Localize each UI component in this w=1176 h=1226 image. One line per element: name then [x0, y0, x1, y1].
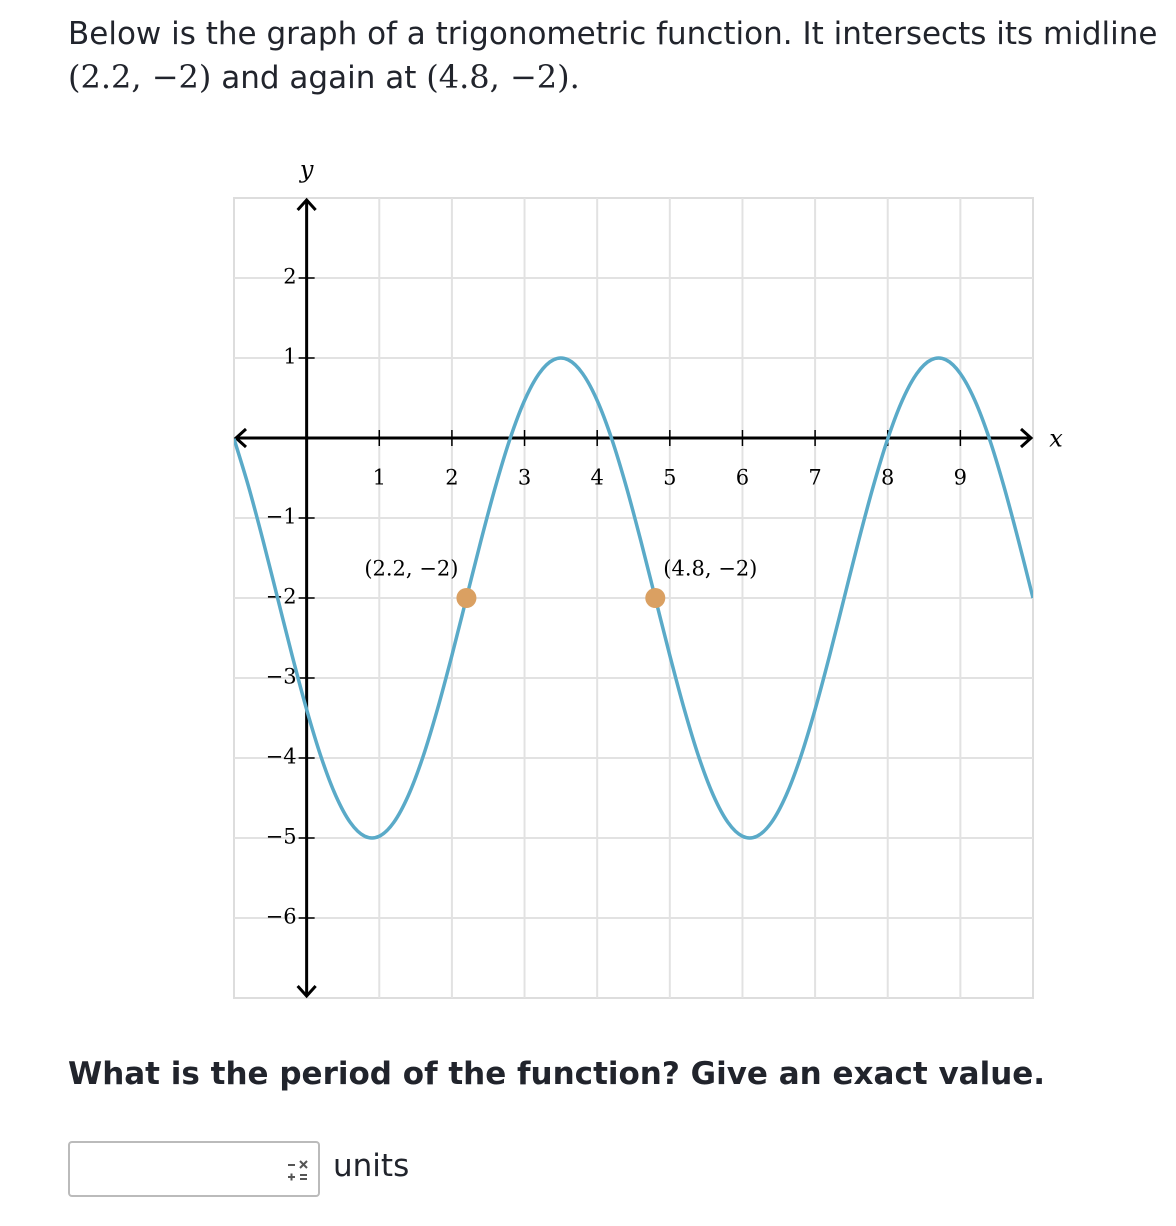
arrow	[296, 984, 317, 999]
x-tick-label: 2	[445, 466, 458, 490]
answer-input[interactable]	[68, 1141, 320, 1197]
y-tick-label: −5	[266, 825, 297, 849]
prompt-text: Below is the graph of a trigonometric fu…	[68, 16, 1158, 52]
x-tick-label: 9	[954, 466, 967, 490]
chart: 1 2 3 4 5 6 7 8 9 2 1 −1 −2 −3 −4 −5 −6 x y (2.2, −2) (4.8, …	[233, 156, 1063, 999]
x-axis-label: x	[1049, 425, 1063, 453]
x-tick-label: 3	[518, 466, 531, 490]
point-label: (2.2, −2)	[364, 557, 458, 581]
x-tick-label: 6	[736, 466, 749, 490]
math-icon[interactable]	[284, 1159, 312, 1183]
arrow	[233, 427, 248, 449]
point-a: (2.2, −2)	[68, 58, 212, 96]
y-tick-label: −6	[266, 905, 297, 929]
y-tick-label: −2	[266, 585, 297, 609]
y-tick-label: 2	[283, 265, 296, 289]
curve	[234, 356, 1033, 840]
x-tick-label: 8	[881, 466, 894, 490]
point	[456, 588, 477, 608]
y-tick-label: −1	[266, 505, 297, 529]
arrow	[296, 197, 317, 212]
question: What is the period of the function? Give…	[68, 1056, 1046, 1092]
point	[645, 588, 666, 608]
prompt-line: (2.2, −2) and again at (4.8, −2).	[68, 58, 580, 96]
x-tick-label: 4	[590, 466, 603, 490]
prompt-end: .	[569, 58, 580, 96]
prompt-middle: and again at	[221, 60, 417, 96]
y-tick-label: −3	[266, 665, 297, 689]
point-label: (4.8, −2)	[663, 557, 757, 581]
x-tick-label: 5	[663, 466, 676, 490]
point-b: (4.8, −2)	[426, 58, 570, 96]
y-tick-label: 1	[283, 345, 296, 369]
x-tick-label: 7	[808, 466, 821, 490]
unit-label: units	[333, 1148, 410, 1184]
arrow	[1019, 427, 1034, 449]
x-tick-label: 1	[373, 466, 386, 490]
y-tick-label: −4	[266, 745, 297, 769]
y-axis-label: y	[299, 156, 314, 184]
